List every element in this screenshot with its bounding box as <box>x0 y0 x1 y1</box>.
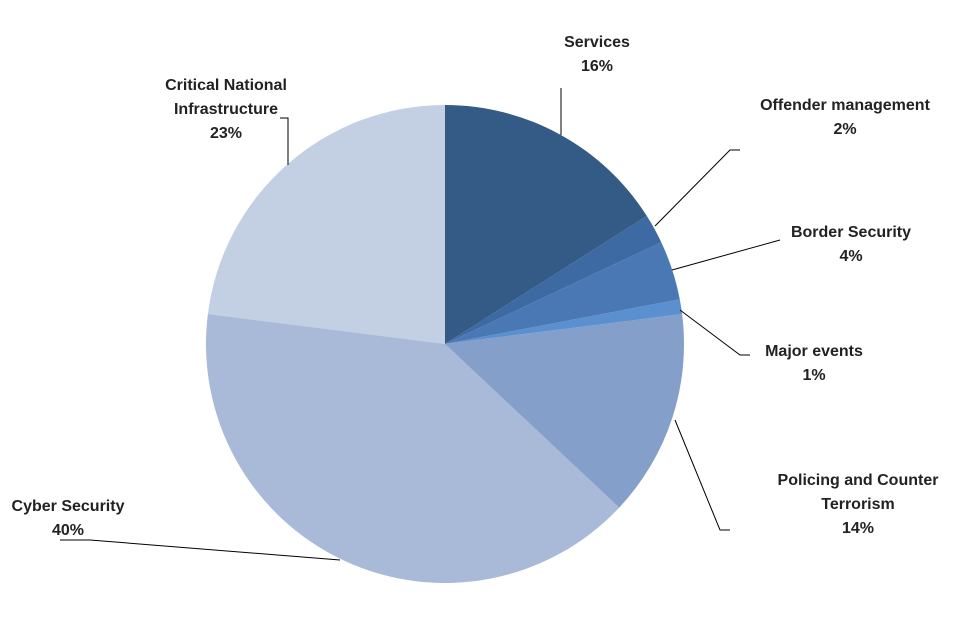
slice-label: Cyber Security 40% <box>0 495 148 543</box>
category-label: Major events <box>765 343 863 360</box>
slice-label: Services 16% <box>497 31 697 79</box>
value-label: 2% <box>833 121 857 138</box>
pie-slice <box>445 215 662 344</box>
leader-line <box>654 149 740 227</box>
pie-slice <box>445 299 683 344</box>
pie-slice <box>445 242 680 344</box>
slice-label: Major events 1% <box>734 340 894 388</box>
pie-slice <box>445 105 647 344</box>
value-label: 4% <box>839 248 863 265</box>
category-label: Policing and Counter Terrorism <box>777 472 939 513</box>
pie-slice <box>206 314 620 583</box>
slice-label: Critical National Infrastructure 23% <box>151 74 301 146</box>
category-label: Cyber Security <box>11 498 125 515</box>
leader-lines <box>60 88 781 561</box>
category-label: Critical National Infrastructure <box>165 77 287 118</box>
value-label: 16% <box>580 58 614 75</box>
leader-line <box>679 309 750 356</box>
leader-line <box>671 239 781 271</box>
category-label: Offender management <box>760 97 930 114</box>
value-label: 14% <box>841 520 875 537</box>
pie-slice <box>445 314 684 508</box>
leader-line <box>674 419 730 531</box>
value-label: 40% <box>51 522 85 539</box>
pie-slice <box>207 105 445 344</box>
category-label: Border Security <box>790 224 912 241</box>
slice-label: Border Security 4% <box>751 221 951 269</box>
leader-line <box>60 539 341 561</box>
leader-line <box>280 117 289 165</box>
slice-label: Policing and Counter Terrorism 14% <box>758 469 958 541</box>
value-label: 1% <box>802 367 826 384</box>
slice-label: Offender management 2% <box>725 94 960 142</box>
value-label: 23% <box>209 125 243 142</box>
category-label: Services <box>564 34 630 51</box>
